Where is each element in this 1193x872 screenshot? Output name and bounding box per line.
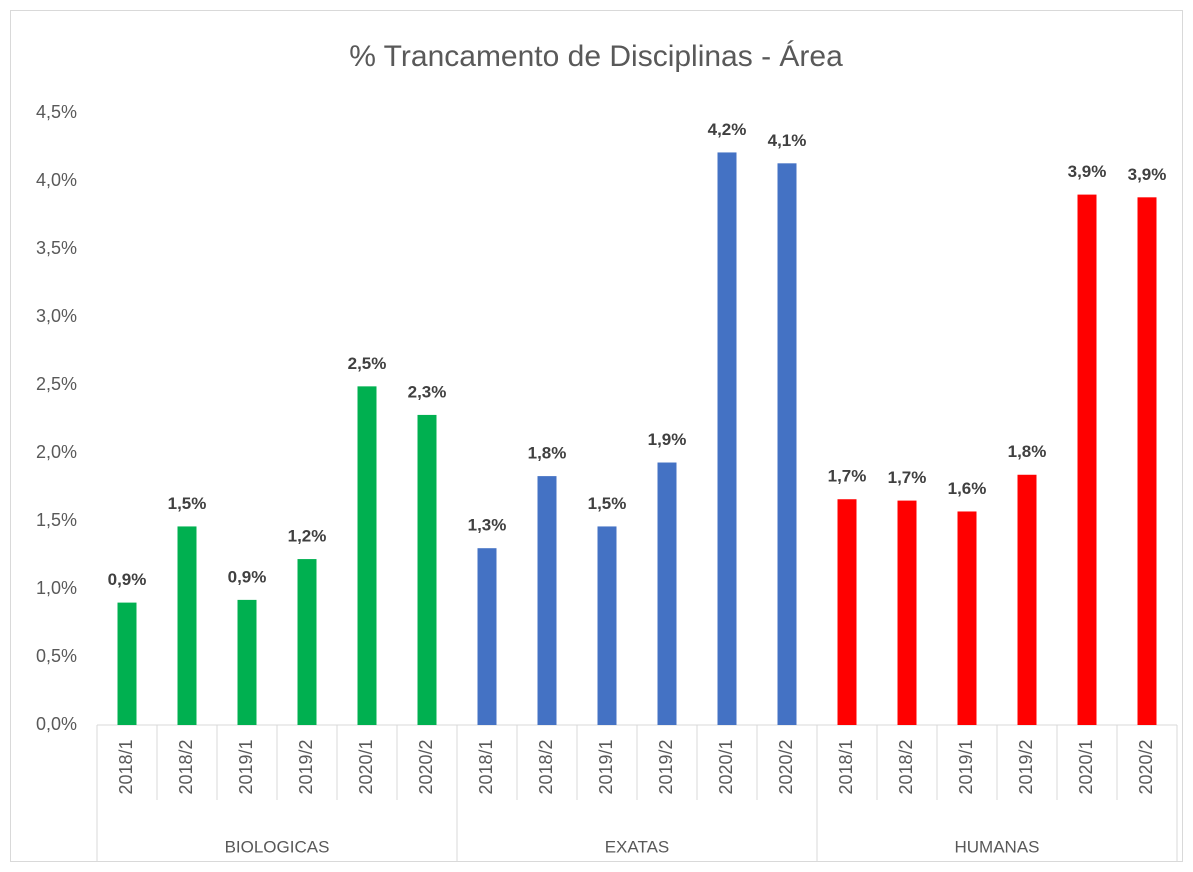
- x-tick-label: 2018/2: [176, 739, 196, 794]
- bar: [477, 548, 497, 725]
- x-tick-label: 2018/2: [536, 739, 556, 794]
- bar: [717, 152, 737, 725]
- group-label: HUMANAS: [954, 837, 1039, 856]
- bar: [1137, 197, 1157, 725]
- bar: [1077, 194, 1097, 726]
- x-tick-label: 2019/2: [656, 739, 676, 794]
- bar: [297, 559, 317, 725]
- value-label: 0,9%: [228, 567, 267, 586]
- bar: [897, 500, 917, 725]
- value-label: 1,5%: [588, 494, 627, 513]
- value-label: 1,8%: [1008, 442, 1047, 461]
- x-tick-label: 2018/2: [896, 739, 916, 794]
- y-tick-label: 1,0%: [36, 578, 77, 598]
- bar: [1017, 474, 1037, 725]
- y-tick-label: 4,0%: [36, 170, 77, 190]
- y-tick-label: 2,5%: [36, 374, 77, 394]
- value-label: 1,7%: [828, 467, 867, 486]
- chart-title: % Trancamento de Disciplinas - Área: [349, 40, 843, 73]
- bar: [837, 499, 857, 725]
- y-tick-label: 1,5%: [36, 510, 77, 530]
- bar: [597, 526, 617, 725]
- bar: [957, 511, 977, 725]
- value-label: 2,5%: [348, 354, 387, 373]
- y-tick-label: 4,5%: [36, 102, 77, 122]
- x-tick-label: 2019/1: [956, 739, 976, 794]
- value-label: 1,6%: [948, 479, 987, 498]
- x-tick-label: 2018/1: [476, 739, 496, 794]
- bar: [237, 599, 257, 725]
- y-tick-label: 3,0%: [36, 306, 77, 326]
- x-tick-label: 2020/2: [416, 739, 436, 794]
- value-label: 3,9%: [1128, 165, 1167, 184]
- value-label: 1,9%: [648, 430, 687, 449]
- value-label: 1,7%: [888, 468, 927, 487]
- x-tick-label: 2018/1: [116, 739, 136, 794]
- x-tick-label: 2019/1: [596, 739, 616, 794]
- value-label: 2,3%: [408, 382, 447, 401]
- bar: [177, 526, 197, 725]
- value-label: 1,8%: [528, 444, 567, 463]
- bar: [537, 476, 557, 725]
- value-label: 4,1%: [768, 131, 807, 150]
- bar: [117, 602, 137, 725]
- x-tick-label: 2020/1: [356, 739, 376, 794]
- x-tick-label: 2020/1: [716, 739, 736, 794]
- y-tick-label: 2,0%: [36, 442, 77, 462]
- value-label: 3,9%: [1068, 162, 1107, 181]
- x-tick-label: 2020/2: [776, 739, 796, 794]
- x-tick-label: 2018/1: [836, 739, 856, 794]
- bar: [777, 163, 797, 725]
- x-tick-label: 2019/2: [296, 739, 316, 794]
- y-tick-label: 0,5%: [36, 646, 77, 666]
- value-label: 4,2%: [708, 120, 747, 139]
- value-label: 0,9%: [108, 570, 147, 589]
- bar: [417, 414, 437, 725]
- x-tick-label: 2019/1: [236, 739, 256, 794]
- bar: [357, 386, 377, 725]
- bar: [657, 462, 677, 725]
- y-tick-label: 3,5%: [36, 238, 77, 258]
- value-label: 1,5%: [168, 494, 207, 513]
- y-tick-label: 0,0%: [36, 714, 77, 734]
- group-label: EXATAS: [605, 837, 670, 856]
- x-tick-label: 2020/2: [1136, 739, 1156, 794]
- value-label: 1,2%: [288, 527, 327, 546]
- chart-frame: [10, 10, 1183, 862]
- value-label: 1,3%: [468, 516, 507, 535]
- group-label: BIOLOGICAS: [225, 837, 330, 856]
- x-tick-label: 2019/2: [1016, 739, 1036, 794]
- x-tick-label: 2020/1: [1076, 739, 1096, 794]
